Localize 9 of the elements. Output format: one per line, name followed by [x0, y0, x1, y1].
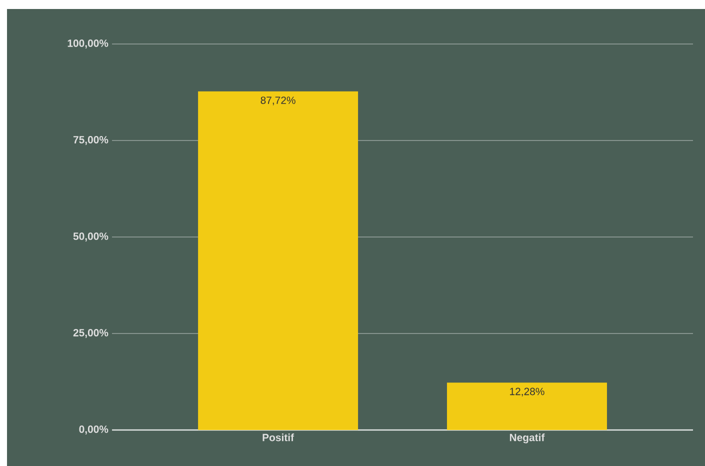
y-tick-label: 25,00% — [73, 329, 108, 338]
y-tick-label: 50,00% — [73, 232, 108, 242]
y-tick-label: 75,00% — [73, 136, 108, 145]
x-tick-label: Positif — [262, 434, 294, 442]
data-label: 87,72% — [260, 96, 296, 106]
y-tick-label: 100,00% — [68, 40, 108, 48]
y-tick-label: 0,00% — [79, 426, 108, 434]
x-tick-label: Negatif — [510, 434, 545, 444]
data-label: 12,28% — [510, 388, 544, 396]
